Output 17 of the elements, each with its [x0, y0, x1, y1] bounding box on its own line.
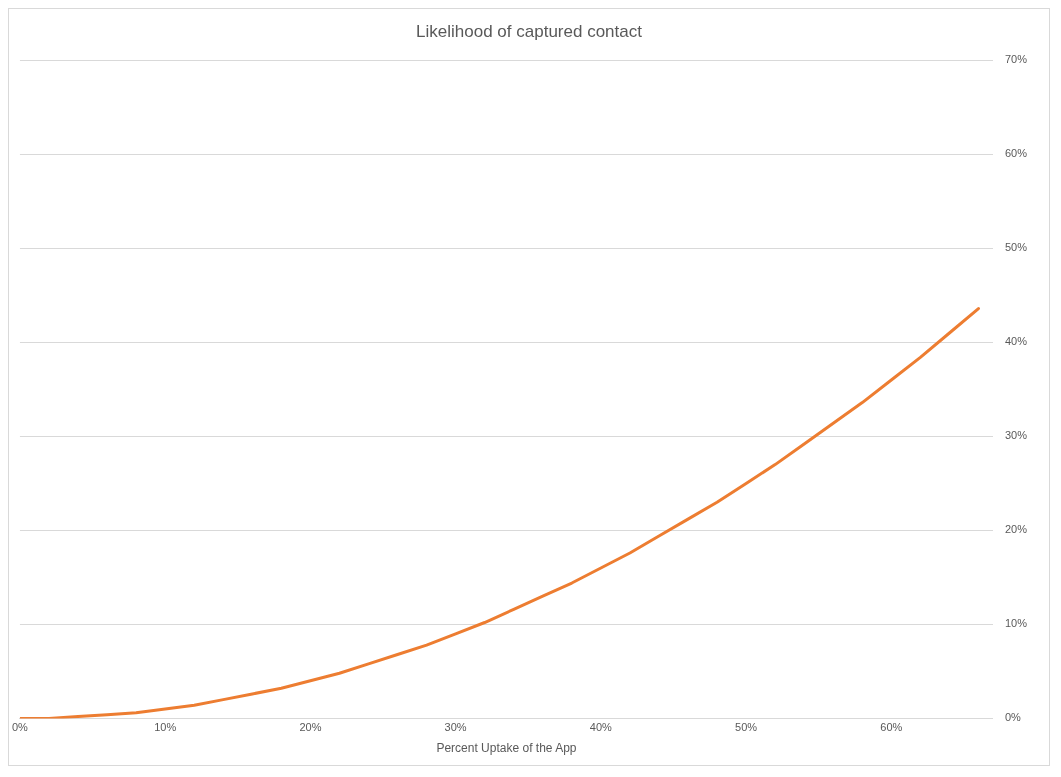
y-tick-label: 20%: [1004, 523, 1028, 536]
y-tick-label: 50%: [1004, 241, 1028, 254]
y-tick-label: 10%: [1004, 617, 1028, 630]
chart-title: Likelihood of captured contact: [416, 21, 643, 41]
x-tick-label: 50%: [735, 721, 758, 734]
y-tick-label: 70%: [1004, 53, 1028, 66]
x-tick-label: 60%: [880, 721, 903, 734]
x-tick-label: 10%: [154, 721, 177, 734]
y-tick-label: 0%: [1004, 711, 1022, 724]
x-tick-label: 0%: [12, 721, 29, 734]
y-tick-label: 40%: [1004, 335, 1028, 348]
x-axis-title: Percent Uptake of the App: [436, 741, 577, 756]
y-tick-label: 60%: [1004, 147, 1028, 160]
y-tick-label: 30%: [1004, 429, 1028, 442]
x-tick-label: 30%: [444, 721, 467, 734]
x-tick-label: 20%: [299, 721, 322, 734]
x-tick-label: 40%: [589, 721, 613, 734]
